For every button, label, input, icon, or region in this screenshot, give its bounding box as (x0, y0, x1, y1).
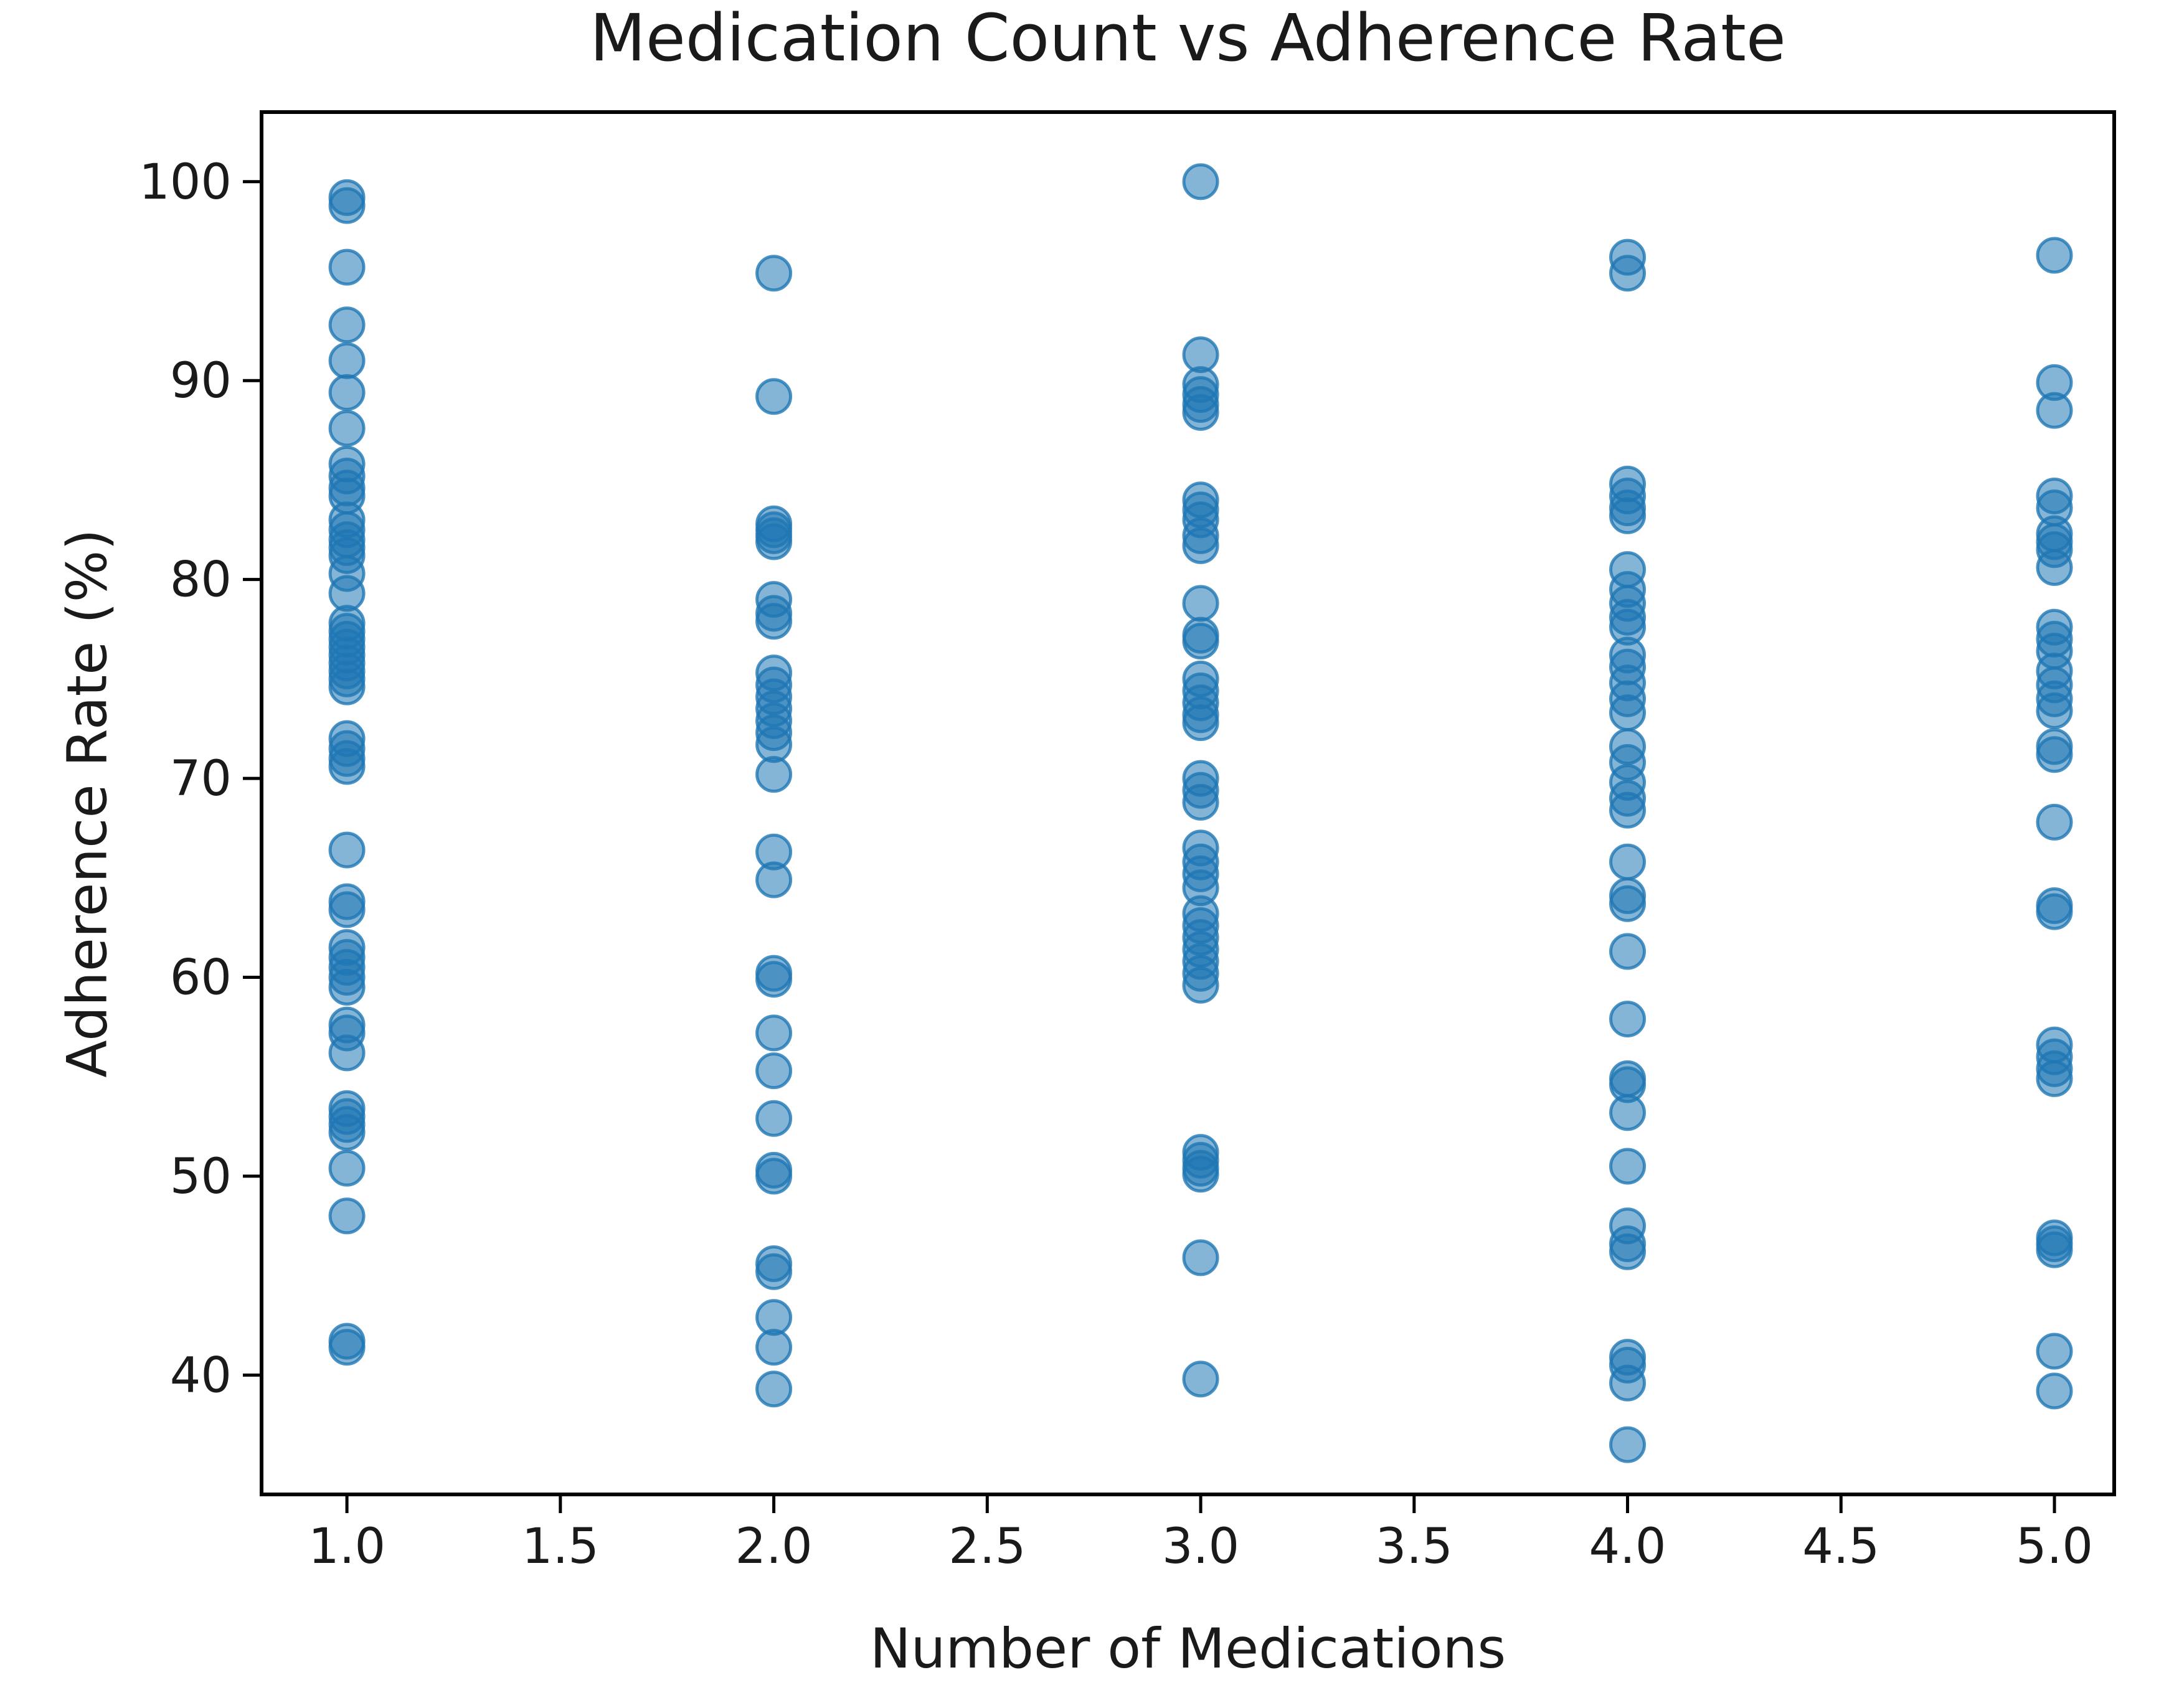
data-point (1609, 843, 1647, 880)
data-point (2036, 1060, 2073, 1097)
data-point (1182, 163, 1219, 201)
data-point (1609, 791, 1647, 829)
data-point (328, 248, 366, 286)
data-point (328, 891, 366, 928)
y-tick-label: 100 (139, 154, 232, 210)
data-point (2036, 692, 2073, 729)
data-point (328, 668, 366, 705)
data-point (1182, 966, 1219, 1004)
chart-title: Medication Count vs Adherence Rate (590, 0, 1786, 76)
data-point (755, 861, 793, 899)
data-point (328, 342, 366, 379)
data-point (2036, 392, 2073, 429)
data-point (755, 603, 793, 640)
data-point (328, 1149, 366, 1187)
data-point (1609, 885, 1647, 922)
x-tick-label: 1.5 (522, 1519, 599, 1575)
x-tick-label: 2.0 (735, 1519, 813, 1575)
data-point (755, 1158, 793, 1195)
data-point (2036, 1333, 2073, 1370)
x-tick-label: 3.5 (1376, 1519, 1453, 1575)
data-point (755, 1052, 793, 1090)
y-tick-label: 80 (170, 552, 232, 608)
data-point (1609, 497, 1647, 534)
data-point (328, 306, 366, 344)
data-point (755, 961, 793, 998)
y-tick-label: 50 (170, 1149, 232, 1205)
data-point (328, 968, 366, 1006)
y-tick-label: 40 (170, 1347, 232, 1404)
data-point (328, 374, 366, 411)
x-tick-label: 4.5 (1802, 1519, 1879, 1575)
data-point (1182, 527, 1219, 564)
data-point (1609, 1426, 1647, 1463)
data-point (328, 1329, 366, 1366)
data-point (755, 255, 793, 292)
data-point (755, 523, 793, 560)
data-point (2036, 736, 2073, 773)
data-point (2036, 549, 2073, 586)
data-point (755, 1014, 793, 1052)
data-point (2036, 237, 2073, 274)
data-point (755, 1253, 793, 1290)
data-point (755, 1100, 793, 1137)
y-tick-label: 70 (170, 751, 232, 807)
x-tick-label: 1.0 (308, 1519, 385, 1575)
data-point (1182, 1239, 1219, 1276)
x-tick-label: 4.0 (1589, 1519, 1666, 1575)
data-point (1609, 1001, 1647, 1038)
data-point (1609, 1364, 1647, 1402)
data-point (1182, 585, 1219, 622)
data-point (1182, 783, 1219, 821)
data-point (2036, 1231, 2073, 1268)
data-point (755, 1329, 793, 1366)
x-tick-label: 3.0 (1162, 1519, 1239, 1575)
data-point (328, 1114, 366, 1151)
data-point (1609, 933, 1647, 970)
data-point (1182, 623, 1219, 660)
x-tick-label: 5.0 (2016, 1519, 2093, 1575)
data-point (1182, 394, 1219, 431)
data-point (2036, 803, 2073, 841)
data-point (2036, 1372, 2073, 1410)
plot-frame (260, 110, 2116, 1496)
data-point (328, 410, 366, 447)
data-point (1609, 1233, 1647, 1270)
data-point (1182, 704, 1219, 742)
data-point (755, 756, 793, 793)
data-point (328, 1197, 366, 1235)
x-tick-label: 2.5 (948, 1519, 1026, 1575)
data-point (755, 1371, 793, 1408)
y-tick-label: 60 (170, 950, 232, 1006)
data-point (328, 1034, 366, 1072)
data-point (328, 831, 366, 869)
data-point (328, 748, 366, 785)
data-point (328, 187, 366, 224)
data-point (1182, 1156, 1219, 1193)
data-point (1609, 255, 1647, 292)
data-point (1182, 1361, 1219, 1398)
data-point (2036, 893, 2073, 930)
data-point (1609, 1148, 1647, 1185)
data-point (1609, 1094, 1647, 1131)
x-axis-label: Number of Medications (869, 1616, 1506, 1681)
data-point (755, 378, 793, 415)
data-point (1609, 694, 1647, 732)
y-tick-label: 90 (170, 353, 232, 409)
